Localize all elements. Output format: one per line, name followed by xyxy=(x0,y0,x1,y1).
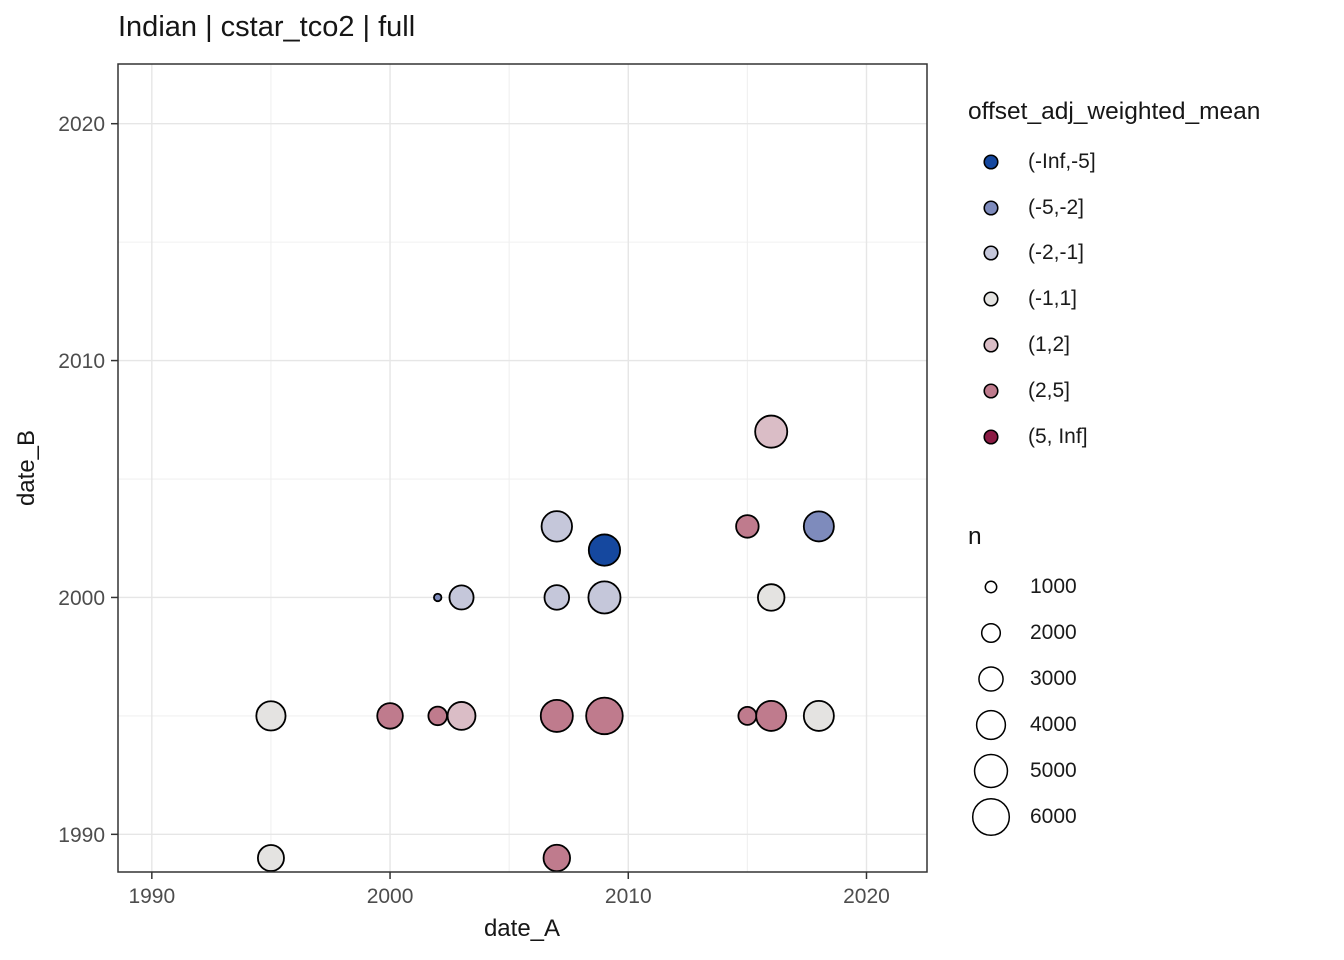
size-legend-item: 1000 xyxy=(968,564,1077,610)
size-legend: 1000 2000 3000 4000 5000 6000 xyxy=(968,564,1077,840)
data-point xyxy=(427,705,448,727)
size-legend-circle xyxy=(973,753,1009,789)
size-legend-label: 5000 xyxy=(1030,759,1077,782)
color-legend-key-icon xyxy=(983,245,999,262)
size-legend-key-icon xyxy=(975,709,1007,741)
size-legend-key-icon xyxy=(980,622,1002,644)
size-legend-circle xyxy=(975,709,1007,741)
color-legend-item: (2,5] xyxy=(968,368,1096,414)
size-legend-label: 1000 xyxy=(1030,575,1077,598)
size-legend-key-icon xyxy=(973,753,1009,789)
data-point xyxy=(255,700,287,732)
data-point xyxy=(539,698,574,733)
size-legend-label: 4000 xyxy=(1030,713,1077,736)
size-legend-item: 2000 xyxy=(968,610,1077,656)
y-tick-label: 2010 xyxy=(58,350,105,373)
color-legend-item: (-5,-2] xyxy=(968,185,1096,231)
color-legend-item: (-Inf,-5] xyxy=(968,139,1096,185)
y-tick-label: 2020 xyxy=(58,113,105,136)
size-legend-title: n xyxy=(968,523,982,550)
x-axis-title: date_A xyxy=(483,915,561,942)
data-point xyxy=(376,702,404,730)
data-point xyxy=(802,510,835,543)
color-legend-item: (5, Inf] xyxy=(968,414,1096,460)
size-legend-label: 3000 xyxy=(1030,667,1077,690)
color-legend-key-icon xyxy=(983,291,999,307)
data-point xyxy=(802,699,835,732)
color-legend-key-icon xyxy=(983,383,999,399)
y-axis-title: date_B xyxy=(13,429,40,507)
size-legend-key-icon xyxy=(971,797,1011,837)
color-legend-key-icon xyxy=(983,154,999,170)
y-tick-label: 2000 xyxy=(58,587,105,610)
data-point xyxy=(540,510,573,543)
size-legend-label: 6000 xyxy=(1030,805,1077,828)
x-tick-label: 2010 xyxy=(605,885,652,908)
data-point xyxy=(754,414,789,449)
panel-border xyxy=(117,63,928,873)
size-legend-circle xyxy=(978,666,1004,692)
y-tick-label: 1990 xyxy=(58,824,105,847)
data-point xyxy=(542,843,571,873)
size-legend-key-icon xyxy=(978,666,1004,692)
color-legend-dot xyxy=(983,383,999,399)
size-legend-label: 2000 xyxy=(1030,621,1077,644)
color-legend-dot xyxy=(983,291,999,307)
color-legend-dot xyxy=(983,245,999,262)
data-point xyxy=(257,844,285,872)
data-point xyxy=(735,514,760,539)
color-legend-label: (5, Inf] xyxy=(1028,424,1088,448)
color-legend-key-icon xyxy=(983,200,999,216)
plot-panel-svg: 1990 2000 2010 2020 1990 2000 2010 2020 xyxy=(58,63,928,908)
color-legend-label: (-Inf,-5] xyxy=(1028,149,1096,173)
color-legend-key-icon xyxy=(983,337,999,353)
data-point xyxy=(755,699,788,732)
size-legend-circle xyxy=(971,797,1011,837)
data-point xyxy=(543,584,571,611)
panel-background xyxy=(118,64,927,872)
data-point xyxy=(587,580,622,615)
color-legend-item: (-2,-1] xyxy=(968,231,1096,277)
color-legend-label: (1,2] xyxy=(1028,333,1071,357)
color-legend-label: (2,5] xyxy=(1028,378,1071,402)
data-point xyxy=(433,592,443,603)
plot-title: Indian | cstar_tco2 | full xyxy=(118,11,416,43)
data-point xyxy=(585,696,624,736)
color-legend-item: (-1,1] xyxy=(968,276,1096,322)
size-legend-item: 4000 xyxy=(968,702,1077,748)
data-point xyxy=(757,583,786,612)
size-legend-item: 3000 xyxy=(968,656,1077,702)
color-legend: (-Inf,-5] (-5,-2] (-2,-1] (-1,1] (1,2] (2,5] (… xyxy=(968,139,1096,460)
size-legend-circle xyxy=(980,622,1002,644)
color-legend-dot xyxy=(983,200,999,216)
size-legend-circle xyxy=(984,580,998,594)
color-legend-label: (-5,-2] xyxy=(1028,195,1085,219)
data-point xyxy=(448,584,475,611)
color-legend-dot xyxy=(983,154,999,170)
data-point xyxy=(446,701,477,731)
size-legend-key-icon xyxy=(984,580,998,594)
color-legend-dot xyxy=(983,429,999,445)
data-point xyxy=(587,533,621,567)
color-legend-dot xyxy=(983,337,999,353)
x-tick-label: 2000 xyxy=(367,885,414,908)
x-tick-label: 1990 xyxy=(128,885,175,908)
size-legend-item: 5000 xyxy=(968,748,1077,794)
x-tick-label: 2020 xyxy=(843,885,890,908)
size-legend-item: 6000 xyxy=(968,794,1077,840)
data-point xyxy=(737,706,758,726)
color-legend-label: (-2,-1] xyxy=(1028,241,1085,265)
color-legend-label: (-1,1] xyxy=(1028,287,1078,311)
color-legend-title: offset_adj_weighted_mean xyxy=(968,98,1261,125)
color-legend-item: (1,2] xyxy=(968,322,1096,368)
color-legend-key-icon xyxy=(983,429,999,445)
